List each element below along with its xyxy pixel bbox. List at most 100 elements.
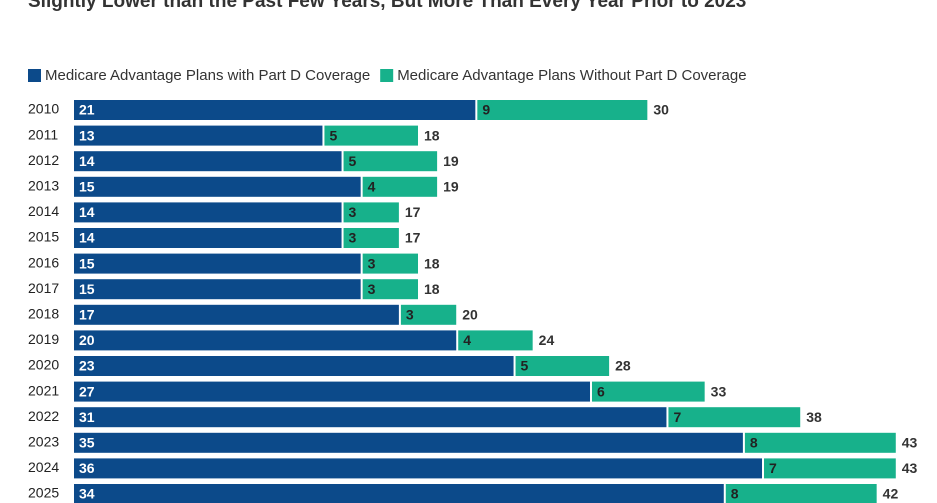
bar-segment [324, 125, 418, 146]
y-tick-label: 2012 [28, 152, 59, 168]
total-label: 19 [443, 153, 459, 169]
y-tick-label: 2021 [28, 382, 59, 398]
segment-label: 5 [521, 358, 529, 374]
total-label: 17 [405, 230, 421, 246]
bar-segment [400, 304, 457, 325]
bar-segment [458, 330, 533, 351]
segment-label: 31 [79, 409, 95, 425]
bar-segment [343, 202, 399, 223]
bar-segment [515, 356, 610, 376]
segment-label: 3 [406, 307, 414, 323]
legend-label: Medicare Advantage Plans Without Part D … [397, 67, 746, 84]
total-label: 33 [711, 383, 727, 399]
y-tick-label: 2024 [28, 459, 59, 475]
bar-segment [343, 151, 438, 172]
segment-label: 14 [79, 153, 95, 169]
y-tick-label: 2018 [28, 306, 59, 322]
bar-segment [74, 432, 743, 453]
segment-label: 21 [79, 102, 95, 118]
total-label: 18 [424, 281, 440, 297]
y-tick-label: 2015 [28, 229, 59, 245]
y-tick-label: 2017 [28, 280, 59, 296]
segment-label: 27 [79, 383, 95, 399]
segment-label: 34 [79, 486, 95, 502]
total-label: 43 [902, 460, 918, 476]
segment-label: 9 [482, 102, 490, 118]
segment-label: 14 [79, 204, 95, 220]
bar-segment [362, 176, 438, 197]
bar-segment [362, 253, 418, 274]
bar-segment [74, 100, 476, 120]
segment-label: 20 [79, 332, 95, 348]
segment-label: 5 [329, 127, 337, 143]
bar-segment [74, 228, 342, 248]
segment-label: 15 [79, 179, 95, 195]
bar-segment [668, 407, 801, 428]
bar-segment [362, 279, 418, 300]
total-label: 19 [443, 179, 459, 195]
segment-label: 3 [349, 230, 357, 246]
segment-label: 17 [79, 307, 95, 323]
segment-label: 35 [79, 435, 95, 451]
bar-segment [74, 151, 342, 172]
y-tick-label: 2019 [28, 331, 59, 347]
bar-segment [764, 458, 896, 479]
segment-label: 7 [769, 460, 777, 476]
bar-segment [74, 279, 361, 300]
y-tick-label: 2020 [28, 357, 59, 373]
bar-segment [725, 484, 877, 503]
y-tick-label: 2022 [28, 408, 59, 424]
segment-label: 23 [79, 358, 95, 374]
bar-segment [744, 432, 896, 453]
bar-segment [74, 330, 457, 351]
bar-segment [74, 356, 514, 376]
segment-label: 3 [368, 281, 376, 297]
bar-segment [74, 458, 762, 479]
legend-swatch [380, 69, 394, 82]
bar-segment [343, 228, 399, 248]
segment-label: 13 [79, 127, 95, 143]
bar-segment [74, 202, 342, 223]
segment-label: 15 [79, 255, 95, 271]
total-label: 30 [653, 102, 669, 118]
y-tick-label: 2025 [28, 485, 59, 501]
y-tick-label: 2013 [28, 178, 59, 194]
total-label: 28 [615, 358, 631, 374]
segment-label: 7 [673, 409, 681, 425]
segment-label: 36 [79, 460, 95, 476]
bar-segment [74, 407, 667, 428]
y-tick-label: 2023 [28, 434, 59, 450]
total-label: 20 [462, 307, 478, 323]
y-tick-label: 2014 [28, 203, 59, 219]
total-label: 17 [405, 204, 421, 220]
y-tick-label: 2011 [28, 126, 58, 142]
total-label: 18 [424, 255, 440, 271]
y-tick-label: 2016 [28, 254, 59, 270]
segment-label: 8 [750, 435, 758, 451]
segment-label: 3 [368, 255, 376, 271]
total-label: 42 [883, 486, 899, 502]
legend-swatch [28, 69, 41, 82]
segment-label: 4 [368, 179, 376, 195]
y-tick-label: 2010 [28, 101, 59, 117]
total-label: 43 [902, 435, 918, 451]
chart-title: Slightly Lower than the Past Few Years, … [28, 0, 746, 12]
total-label: 24 [539, 332, 555, 348]
segment-label: 15 [79, 281, 95, 297]
total-label: 18 [424, 127, 440, 143]
segment-label: 14 [79, 230, 95, 246]
segment-label: 8 [731, 486, 739, 502]
bar-segment [74, 125, 323, 146]
segment-label: 4 [463, 332, 471, 348]
segment-label: 5 [349, 153, 357, 169]
segment-label: 3 [349, 204, 357, 220]
bar-segment [477, 100, 648, 120]
bar-segment [74, 304, 399, 325]
bar-segment [74, 484, 724, 503]
bar-segment [74, 253, 361, 274]
bar-segment [74, 381, 590, 402]
bar-segment [592, 381, 705, 402]
bar-segment [74, 176, 361, 197]
segment-label: 6 [597, 383, 605, 399]
